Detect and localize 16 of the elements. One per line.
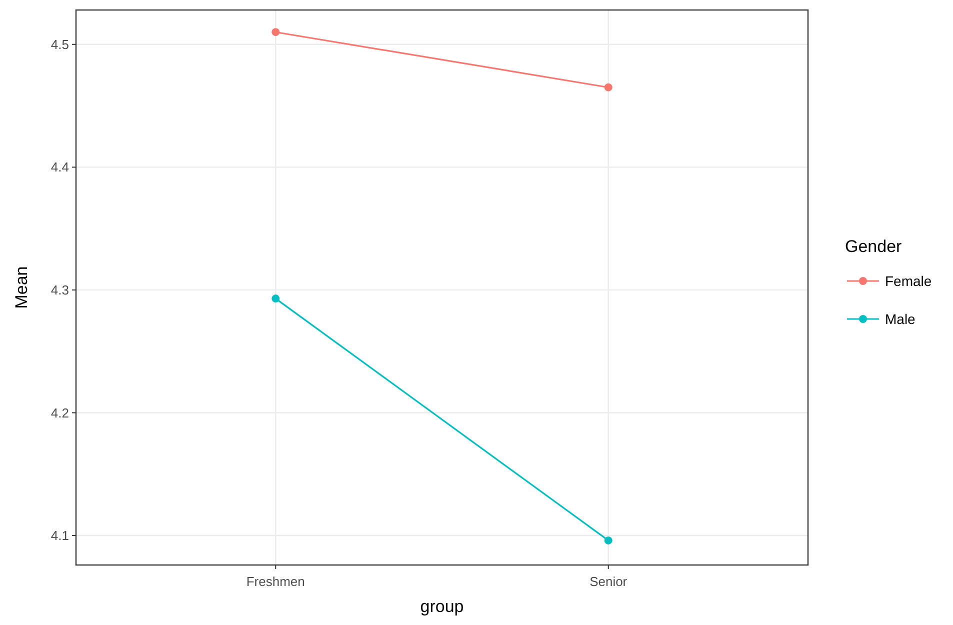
y-tick-label: 4.4 (50, 160, 69, 175)
x-axis-title: group (420, 597, 464, 616)
x-tick-label: Senior (590, 574, 628, 589)
y-tick-label: 4.1 (50, 528, 69, 544)
point (272, 294, 280, 303)
legend-label: Female (885, 272, 932, 289)
legend-title: Gender (845, 237, 902, 256)
y-tick-label: 4.3 (50, 282, 69, 298)
point (604, 536, 612, 544)
y-axis-title: Mean (12, 266, 31, 309)
x-tick-label: Freshmen (246, 574, 305, 589)
legend-label: Male (885, 310, 916, 327)
y-tick-label: 4.2 (50, 405, 69, 420)
point (272, 28, 280, 36)
point (604, 83, 612, 92)
y-tick-label: 4.5 (50, 36, 69, 52)
